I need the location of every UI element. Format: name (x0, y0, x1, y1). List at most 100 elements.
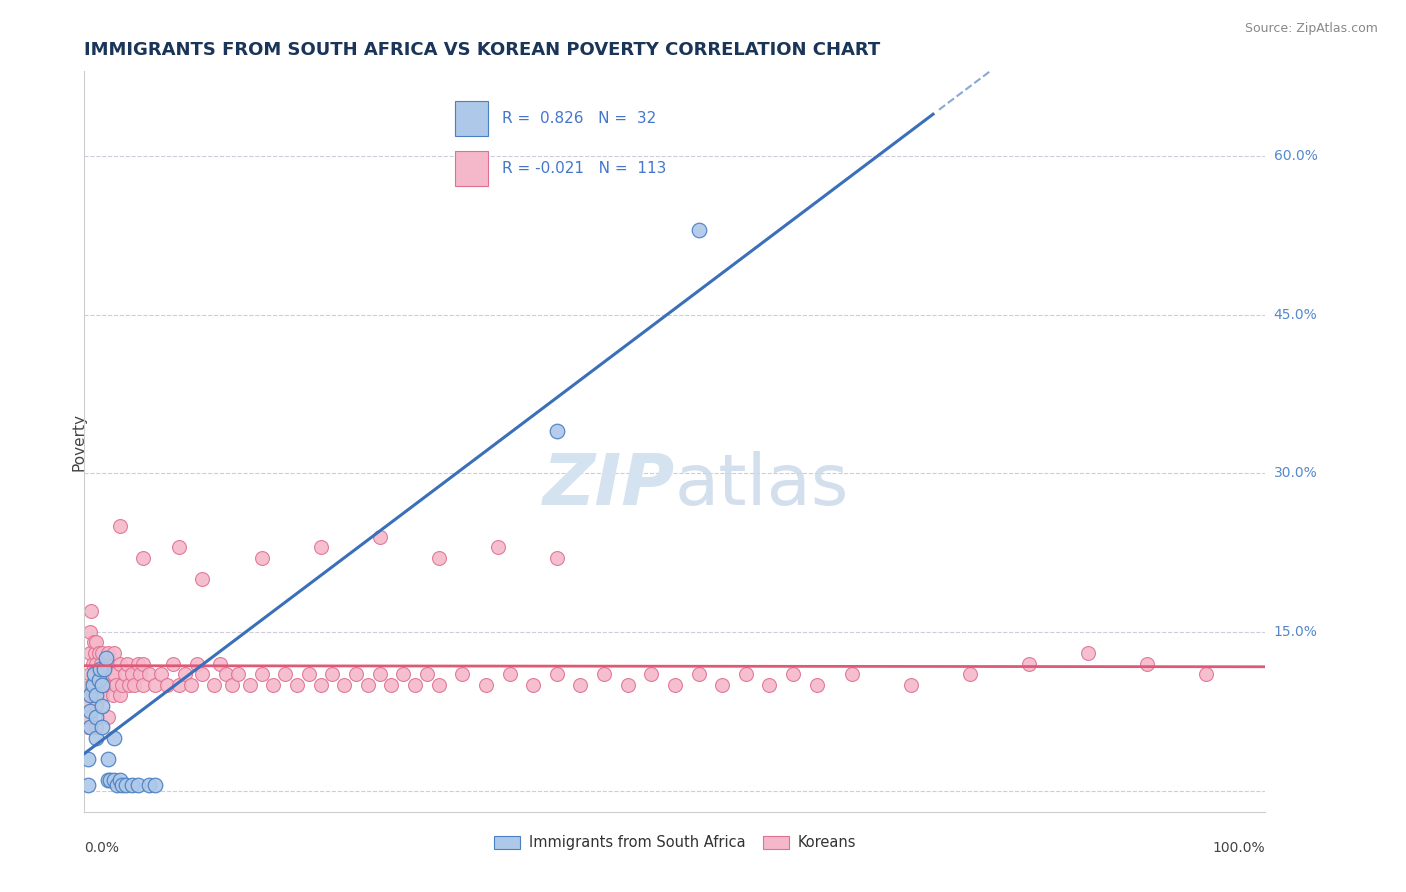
Point (79, 624, 101, 639)
Point (91, 646, 114, 660)
Text: 100.0%: 100.0% (1213, 841, 1265, 855)
Point (84, 678, 107, 692)
Point (274, 667, 297, 681)
Point (98, 772, 121, 787)
Point (368, 667, 391, 681)
Point (758, 678, 780, 692)
Point (138, 778, 160, 792)
Point (1018, 657, 1040, 671)
Point (87, 646, 110, 660)
Point (84, 678, 107, 692)
Point (97, 709, 120, 723)
Point (1077, 646, 1099, 660)
Point (77, 778, 100, 792)
Point (173, 667, 195, 681)
Point (84, 709, 107, 723)
Point (357, 678, 380, 692)
Point (121, 778, 143, 792)
Point (82, 657, 104, 671)
Point (91, 720, 114, 734)
Point (162, 657, 184, 671)
Point (221, 678, 243, 692)
Point (167, 678, 190, 692)
Point (226, 667, 249, 681)
Point (79, 709, 101, 723)
Point (546, 550, 568, 565)
Point (114, 667, 136, 681)
Point (91, 678, 114, 692)
Point (593, 667, 616, 681)
Point (734, 667, 756, 681)
Text: atlas: atlas (675, 451, 849, 520)
Point (215, 667, 238, 681)
Point (451, 667, 474, 681)
Point (285, 678, 308, 692)
Point (250, 550, 273, 565)
Point (262, 678, 284, 692)
Point (138, 667, 160, 681)
Point (111, 778, 134, 792)
Point (101, 689, 124, 703)
Point (108, 519, 131, 533)
Point (298, 667, 321, 681)
Point (77, 752, 100, 766)
Point (711, 678, 734, 692)
Point (98, 678, 121, 692)
Point (121, 667, 143, 681)
Point (83, 667, 105, 681)
Point (143, 678, 166, 692)
Text: 30.0%: 30.0% (1274, 467, 1317, 480)
Point (127, 778, 149, 792)
Point (900, 678, 922, 692)
Point (380, 678, 402, 692)
Point (79, 667, 101, 681)
Point (93, 662, 115, 676)
Point (806, 678, 828, 692)
Point (309, 541, 332, 555)
Text: IMMIGRANTS FROM SOUTH AFRICA VS KOREAN POVERTY CORRELATION CHART: IMMIGRANTS FROM SOUTH AFRICA VS KOREAN P… (84, 41, 880, 59)
Point (309, 678, 332, 692)
Point (83, 635, 105, 649)
Point (1136, 657, 1159, 671)
Point (333, 678, 356, 692)
Y-axis label: Poverty: Poverty (72, 412, 86, 471)
Point (640, 667, 662, 681)
Point (84, 657, 107, 671)
Point (97, 752, 120, 766)
Point (84, 720, 107, 734)
Point (186, 657, 208, 671)
Point (416, 667, 439, 681)
Point (344, 667, 367, 681)
Point (91, 698, 114, 713)
Point (546, 667, 568, 681)
Point (91, 678, 114, 692)
Point (108, 689, 131, 703)
Point (97, 646, 120, 660)
Point (782, 667, 804, 681)
Point (959, 667, 981, 681)
Point (167, 541, 190, 555)
Point (82, 678, 104, 692)
Point (841, 667, 863, 681)
Point (250, 667, 273, 681)
Text: 0.0%: 0.0% (84, 841, 120, 855)
Point (108, 772, 131, 787)
Point (156, 678, 179, 692)
Point (664, 678, 686, 692)
Point (1195, 667, 1218, 681)
Point (103, 646, 125, 660)
Point (132, 550, 155, 565)
Point (115, 657, 138, 671)
Point (546, 424, 568, 438)
Point (143, 778, 166, 792)
Point (77, 698, 100, 713)
Point (84, 635, 107, 649)
Point (202, 678, 225, 692)
Point (79, 689, 101, 703)
Point (209, 657, 232, 671)
Point (427, 550, 450, 565)
Point (79, 689, 101, 703)
Point (191, 572, 214, 586)
Point (100, 667, 122, 681)
Point (87, 673, 110, 687)
